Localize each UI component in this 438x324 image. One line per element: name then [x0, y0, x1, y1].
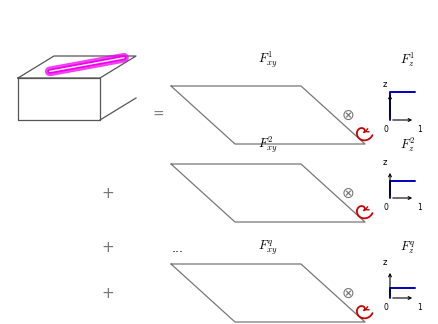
Text: $F_{xy}^{2}$: $F_{xy}^{2}$ [258, 135, 277, 155]
Text: $F_z^{q}$: $F_z^{q}$ [399, 240, 415, 256]
Text: 1: 1 [416, 203, 421, 212]
Text: 0: 0 [383, 203, 388, 212]
Text: =: = [152, 108, 163, 122]
Text: $\otimes$: $\otimes$ [340, 186, 354, 201]
Text: $\otimes$: $\otimes$ [340, 108, 354, 122]
Text: z: z [382, 158, 386, 167]
Text: 0: 0 [383, 125, 388, 134]
Text: $F_{xy}^{q}$: $F_{xy}^{q}$ [258, 239, 277, 257]
Text: $F_z^{2}$: $F_z^{2}$ [399, 136, 415, 154]
Text: +: + [101, 186, 114, 201]
Text: +: + [101, 285, 114, 300]
Text: $F_z^{1}$: $F_z^{1}$ [399, 51, 415, 69]
Text: $\otimes$: $\otimes$ [340, 285, 354, 300]
Text: ...: ... [172, 241, 184, 254]
Text: z: z [382, 80, 386, 89]
Text: $F_{xy}^{1}$: $F_{xy}^{1}$ [258, 50, 277, 70]
Text: 0: 0 [383, 303, 388, 312]
Text: +: + [101, 240, 114, 256]
Text: 1: 1 [416, 125, 421, 134]
Text: z: z [382, 258, 386, 267]
Text: 1: 1 [416, 303, 421, 312]
